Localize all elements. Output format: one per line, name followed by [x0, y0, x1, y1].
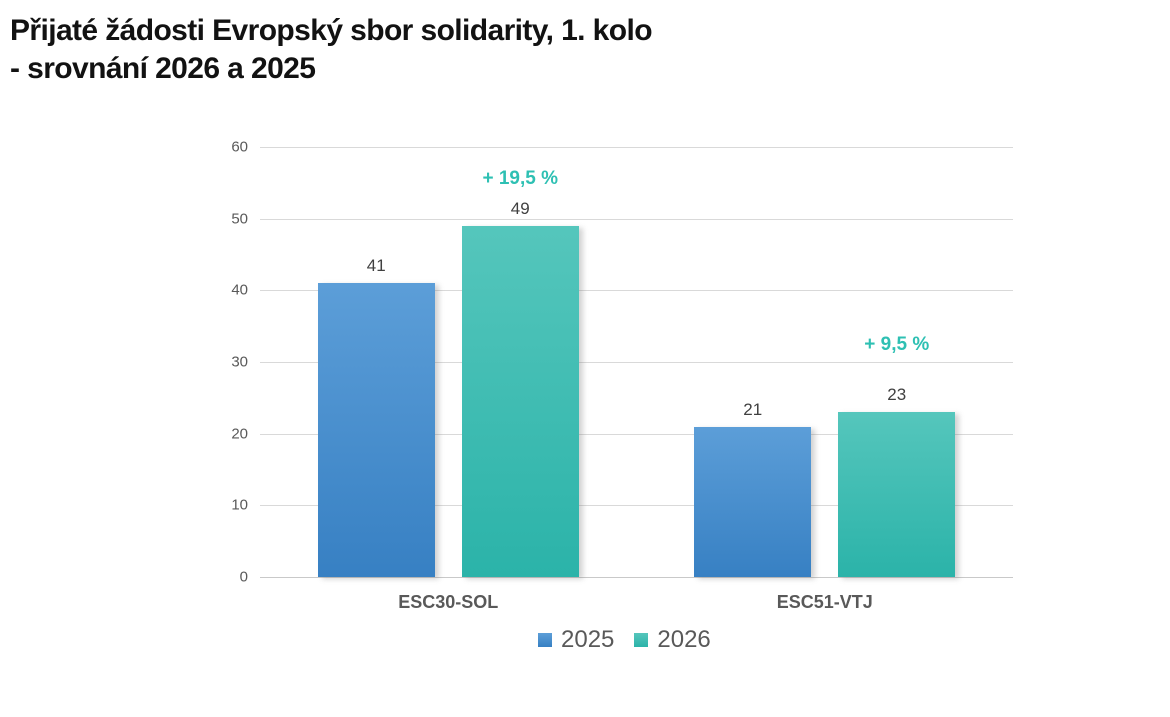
gridline-10 [260, 505, 1013, 507]
y-axis-tick-label-20: 20 [231, 425, 248, 443]
chart-title: Přijaté žádosti Evropský sbor solidarity… [10, 12, 653, 88]
bar-2026-esc51-vtj [838, 412, 956, 577]
bar-2025-esc30-sol [317, 283, 435, 577]
bar-value-label-2026-esc51-vtj: 23 [887, 385, 907, 405]
legend-swatch-2025 [538, 633, 552, 647]
gridline-30 [260, 362, 1013, 363]
legend-item-2026: 2026 [634, 626, 711, 653]
y-axis-tick-label-30: 30 [231, 353, 248, 371]
percent-change-annotation-esc51-vtj: + 9,5 % [864, 333, 930, 355]
category-label-esc30-sol: ESC30-SOL [398, 592, 499, 612]
gridline-40 [260, 290, 1013, 292]
y-axis-tick-label-50: 50 [231, 210, 248, 228]
gridline-0 [260, 577, 1013, 578]
chart-title-line-2: - srovnání 2026 a 2025 [10, 52, 316, 85]
legend: 2025 2026 [538, 627, 711, 653]
legend-item-2025: 2025 [538, 627, 614, 653]
legend-label-2026: 2026 [657, 626, 711, 653]
bar-2026-esc30-sol [461, 225, 579, 577]
bar-value-label-2026-esc30-sol: 49 [510, 198, 530, 218]
y-axis-tick-label-10: 10 [231, 496, 248, 514]
gridline-60 [260, 147, 1013, 148]
category-label-esc51-vtj: ESC51-VTJ [776, 592, 873, 612]
gridline-50 [260, 218, 1013, 220]
y-axis-tick-label-0: 0 [239, 568, 248, 586]
chart-title-line-1: Přijaté žádosti Evropský sbor solidarity… [10, 14, 653, 47]
bar-value-label-2025-esc51-vtj: 21 [743, 399, 763, 419]
y-axis-tick-label-40: 40 [231, 281, 248, 299]
bar-2025-esc51-vtj [694, 426, 812, 577]
gridline-20 [260, 433, 1013, 435]
bar-value-label-2025-esc30-sol: 41 [366, 256, 386, 276]
y-axis-tick-label-60: 60 [231, 138, 248, 156]
percent-change-annotation-esc30-sol: + 19,5 % [482, 168, 559, 190]
legend-label-2025: 2025 [561, 626, 615, 653]
legend-swatch-2026 [634, 633, 649, 647]
